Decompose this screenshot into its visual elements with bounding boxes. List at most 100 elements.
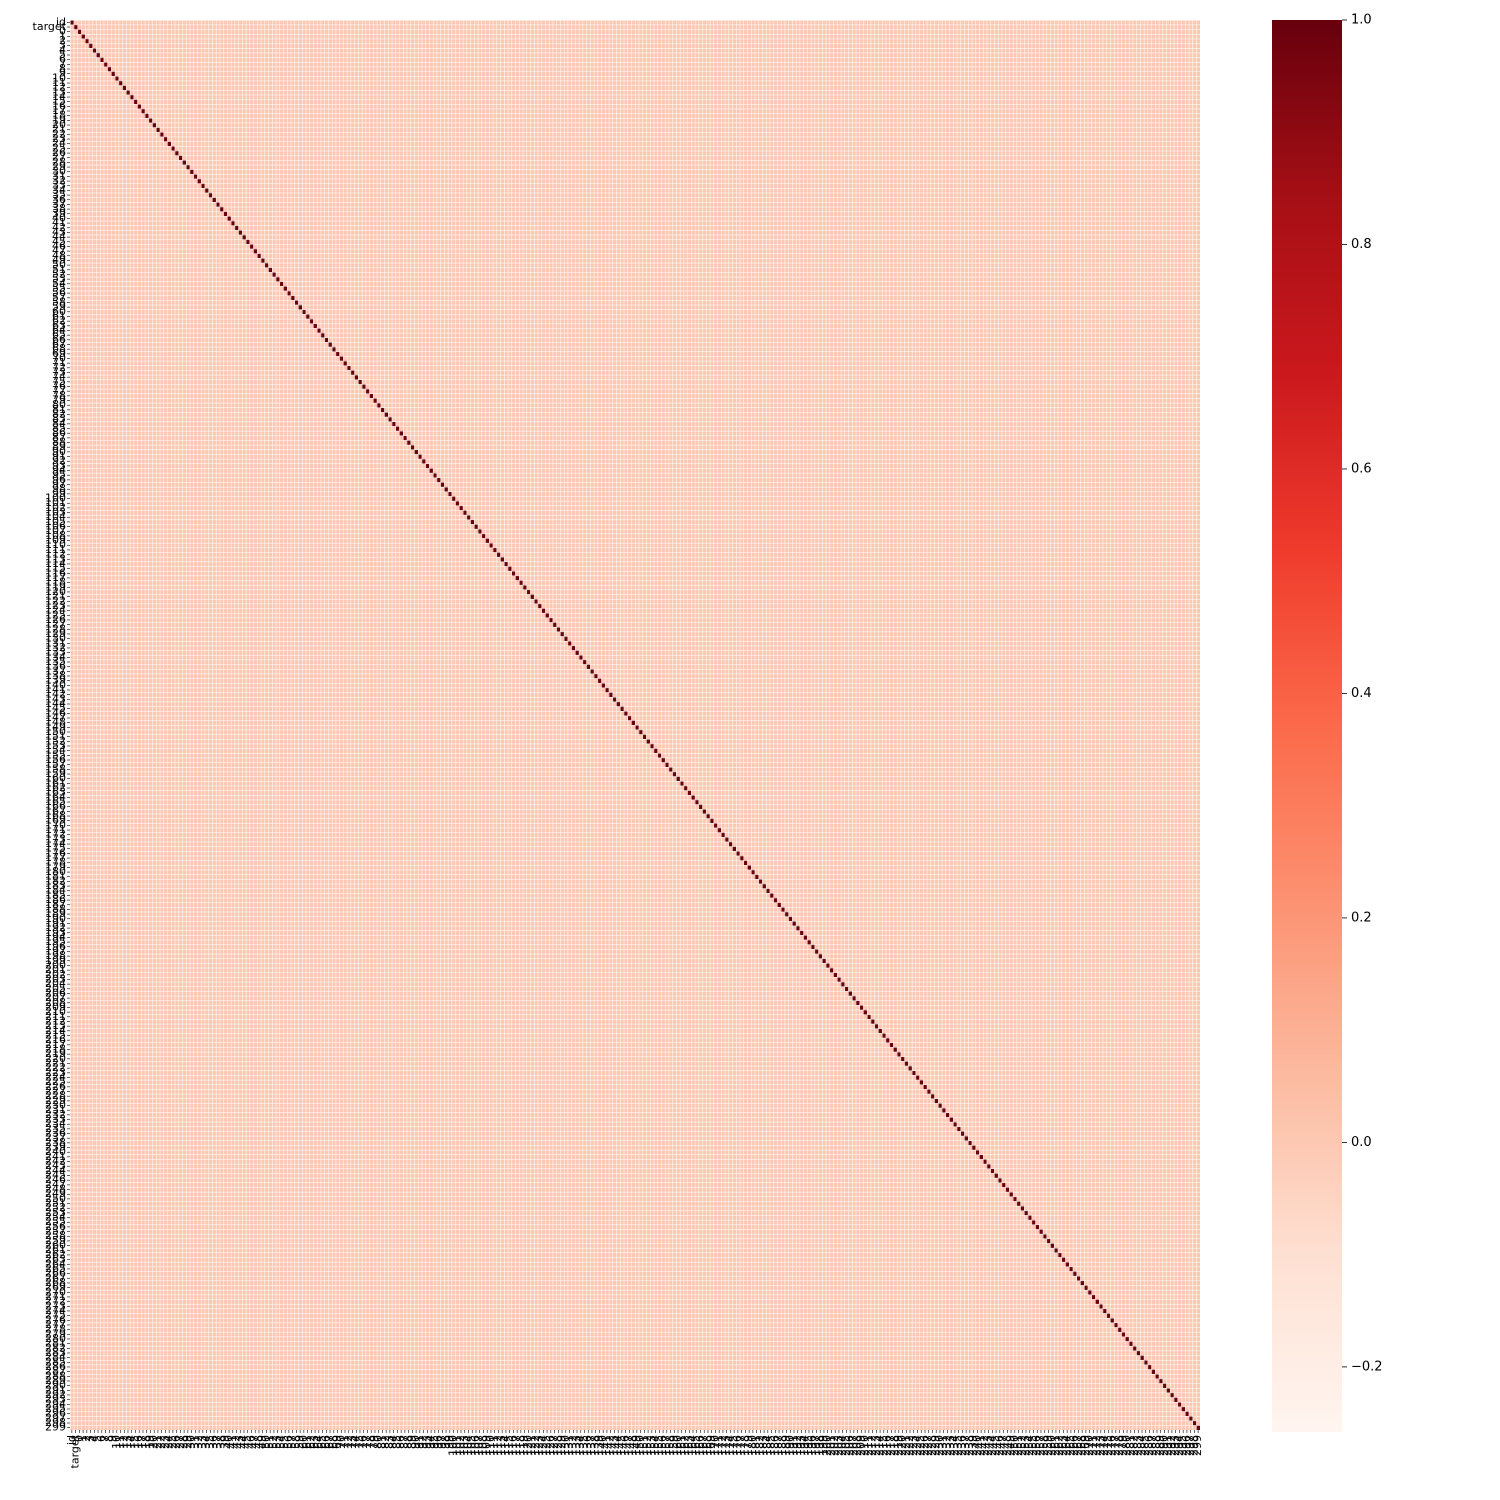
y-tick-label: 5 [59, 48, 66, 61]
y-tick-label: 111 [45, 543, 66, 556]
y-tick-label: 265 [45, 1262, 66, 1275]
x-tick-label: 84 [387, 1435, 400, 1449]
y-tick-label: 58 [52, 295, 66, 308]
y-tick-label: 69 [52, 347, 66, 360]
y-tick-label: 218 [45, 1042, 66, 1055]
x-tick-label: 263 [1056, 1435, 1069, 1456]
y-tick-label: 158 [45, 762, 66, 775]
x-tick-label: 270 [1083, 1435, 1096, 1456]
y-tick-label: 24 [52, 137, 66, 150]
y-tick-label: 164 [45, 790, 66, 803]
y-tick-label: 266 [45, 1267, 66, 1280]
x-tick-label: 236 [955, 1435, 968, 1456]
y-tick-label: 118 [45, 576, 66, 589]
x-tick-label: 271 [1086, 1435, 1099, 1456]
x-tick-label: 134 [574, 1435, 587, 1456]
y-tick-label: 135 [45, 655, 66, 668]
x-tick-label: 125 [540, 1435, 553, 1456]
y-tick-label: 136 [45, 660, 66, 673]
x-tick-label: 86 [394, 1435, 407, 1449]
colorbar-tick-label: 0.6 [1351, 461, 1372, 476]
y-tick-label: 246 [45, 1173, 66, 1186]
x-tick-label: 211 [862, 1435, 875, 1456]
y-tick-label: 152 [45, 734, 66, 747]
x-tick-label: 275 [1101, 1435, 1114, 1456]
y-tick-label: 240 [45, 1145, 66, 1158]
y-tick-label: 179 [45, 860, 66, 873]
x-tick-label: 298 [1187, 1435, 1200, 1456]
y-tick-label: 18 [52, 109, 66, 122]
y-tick-label: 211 [45, 1010, 66, 1023]
x-tick-label: 32 [192, 1435, 205, 1449]
x-tick-label: 165 [690, 1435, 703, 1456]
x-tick-label: 262 [1053, 1435, 1066, 1456]
x-tick-label: 4 [87, 1435, 100, 1442]
y-tick-label: 128 [45, 622, 66, 635]
y-tick-label: 82 [52, 408, 66, 421]
x-tick-label: 65 [316, 1435, 329, 1449]
y-tick-label: 260 [45, 1239, 66, 1252]
x-tick-label: 171 [712, 1435, 725, 1456]
x-tick-label: 197 [809, 1435, 822, 1456]
y-tick-label: 298 [45, 1416, 66, 1429]
x-tick-label: 198 [813, 1435, 826, 1456]
x-tick-label: 149 [630, 1435, 643, 1456]
y-tick-label: 123 [45, 599, 66, 612]
x-tick-label: 274 [1098, 1435, 1111, 1456]
x-tick-label: 220 [896, 1435, 909, 1456]
y-tick-label: 68 [52, 342, 66, 355]
x-tick-label: 122 [529, 1435, 542, 1456]
y-tick-label: 268 [45, 1276, 66, 1289]
y-tick-label: 49 [52, 253, 66, 266]
y-tick-label: 149 [45, 720, 66, 733]
y-tick-label: target [33, 20, 67, 33]
x-tick-label: 230 [933, 1435, 946, 1456]
x-tick-label: 52 [267, 1435, 280, 1449]
x-tick-label: 135 [577, 1435, 590, 1456]
y-tick-label: 174 [45, 837, 66, 850]
x-tick-label: 48 [252, 1435, 265, 1449]
y-tick-label: 52 [52, 267, 66, 280]
x-tick-label: 72 [342, 1435, 355, 1449]
y-tick-label: 287 [45, 1365, 66, 1378]
x-tick-label: 2 [80, 1435, 93, 1442]
y-tick-label: 98 [52, 482, 66, 495]
y-tick-label: 241 [45, 1150, 66, 1163]
y-tick-label: 33 [52, 179, 66, 192]
x-tick-label: 80 [372, 1435, 385, 1449]
y-tick-label: 133 [45, 646, 66, 659]
x-tick-label: 102 [454, 1435, 467, 1456]
y-tick-label: 112 [45, 548, 66, 561]
x-tick-label: 26 [170, 1435, 183, 1449]
x-tick-label: 51 [263, 1435, 276, 1449]
y-tick-label: 290 [45, 1379, 66, 1392]
y-tick-label: 190 [45, 912, 66, 925]
y-tick-label: 117 [45, 571, 66, 584]
x-tick-label: 22 [155, 1435, 168, 1449]
y-tick-label: 208 [45, 996, 66, 1009]
x-tick-label: 280 [1120, 1435, 1133, 1456]
y-tick-label: 46 [52, 239, 66, 252]
x-tick-label: 186 [768, 1435, 781, 1456]
y-tick-label: 153 [45, 739, 66, 752]
x-tick-label: 244 [985, 1435, 998, 1456]
x-tick-label: 82 [379, 1435, 392, 1449]
y-tick-label: 51 [52, 263, 66, 276]
y-tick-label: 163 [45, 786, 66, 799]
y-tick-label: 104 [45, 510, 66, 523]
x-tick-label: 282 [1128, 1435, 1141, 1456]
x-tick-label: 290 [1157, 1435, 1170, 1456]
y-tick-label: 66 [52, 333, 66, 346]
x-tick-label: 174 [723, 1435, 736, 1456]
x-tick-label: 153 [645, 1435, 658, 1456]
y-tick-label: 127 [45, 618, 66, 631]
x-tick-label: 106 [469, 1435, 482, 1456]
x-tick-label: 103 [458, 1435, 471, 1456]
y-tick-label: 273 [45, 1299, 66, 1312]
x-tick-label: 221 [899, 1435, 912, 1456]
x-tick-label: 267 [1071, 1435, 1084, 1456]
y-tick-label: 294 [45, 1397, 66, 1410]
x-tick-label: 276 [1105, 1435, 1118, 1456]
y-tick-label: 180 [45, 865, 66, 878]
x-tick-label: 229 [929, 1435, 942, 1456]
